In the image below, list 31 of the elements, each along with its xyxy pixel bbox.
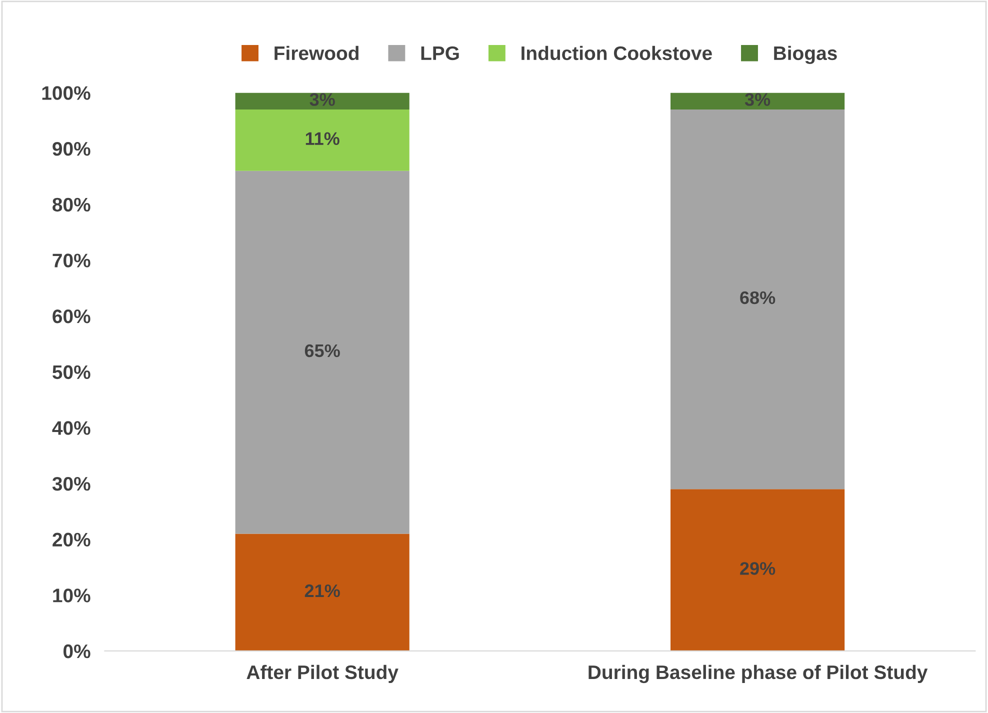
y-tick-label: 100% <box>42 86 90 100</box>
bar <box>235 92 410 110</box>
y-tick-label: 10% <box>53 588 90 602</box>
data-label: 3% <box>744 93 770 106</box>
legend-label: LPG <box>421 46 459 60</box>
legend-label: Induction Cookstove <box>522 46 712 60</box>
bar <box>235 170 410 534</box>
bar <box>670 92 845 110</box>
data-label: 65% <box>304 344 340 358</box>
legend-label: Firewood <box>274 46 358 60</box>
bar <box>235 534 410 651</box>
y-tick-label: 40% <box>52 421 90 435</box>
bar <box>670 109 845 490</box>
y-tick-label: 50% <box>52 365 90 380</box>
bar <box>670 489 845 651</box>
x-tick-label: After Pilot Study <box>246 664 398 683</box>
y-tick-label: 80% <box>52 198 90 212</box>
y-tick-label: 30% <box>52 476 90 491</box>
y-tick-label: 20% <box>52 532 90 547</box>
legend-label: Biogas <box>774 46 837 64</box>
y-tick-label: 60% <box>52 309 90 324</box>
data-label: 68% <box>740 291 776 304</box>
y-tick-label: 90% <box>52 142 90 156</box>
y-tick-label: 70% <box>52 254 90 268</box>
data-label: 21% <box>304 584 340 598</box>
bar <box>235 109 410 171</box>
y-tick-label: 0% <box>64 644 90 658</box>
data-label: 29% <box>740 562 776 575</box>
x-tick-label: During Baseline phase of Pilot Study <box>588 664 928 684</box>
data-label: 11% <box>306 132 340 145</box>
data-label: 3% <box>310 93 335 106</box>
